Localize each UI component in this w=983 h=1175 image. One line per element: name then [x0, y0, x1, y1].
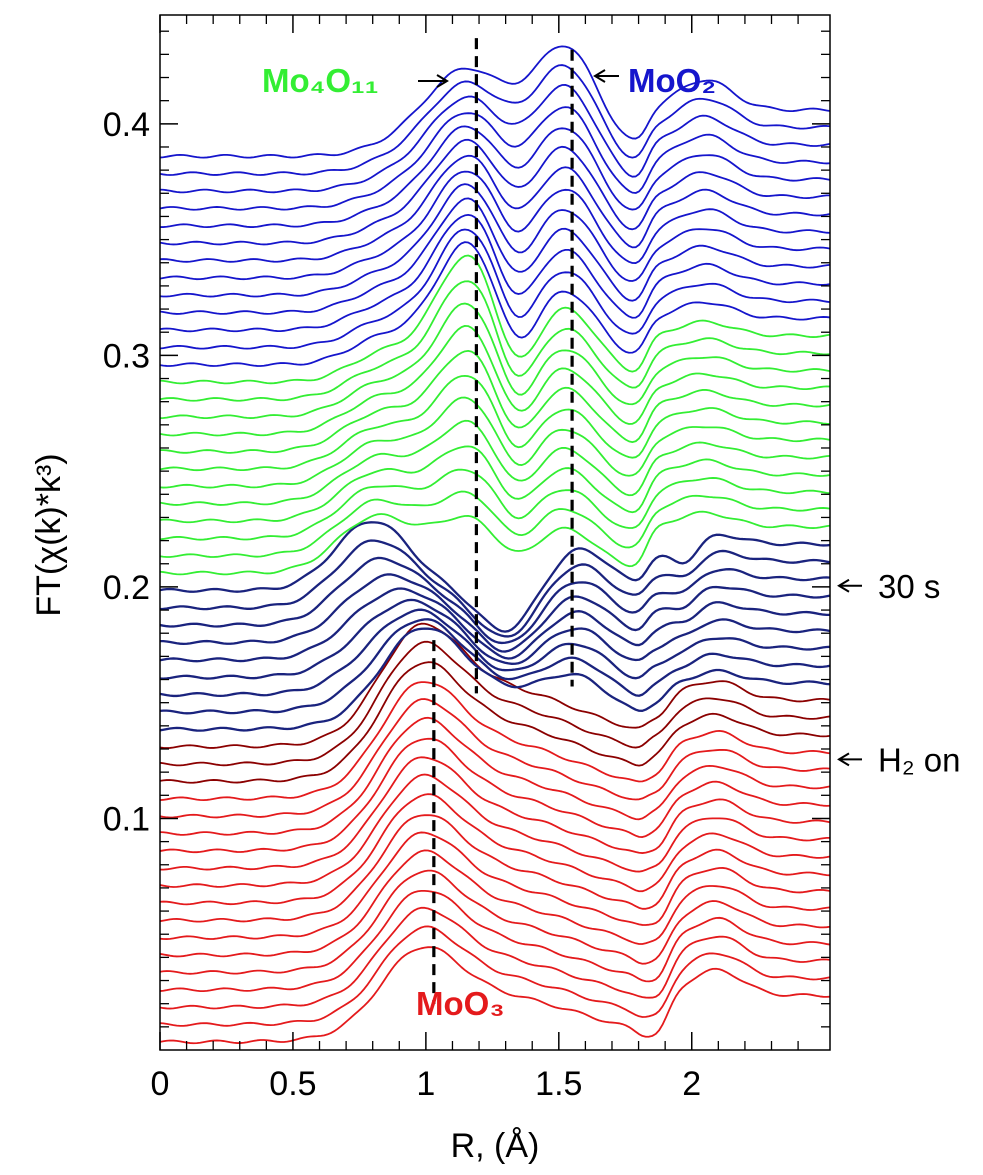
spectrum-curve-37: [159, 280, 831, 402]
spectrum-curve-30: [159, 445, 831, 524]
moo2-arrow-icon: [593, 69, 619, 83]
spectrum-curve-25: [159, 539, 831, 638]
annotation-0: 30 s: [837, 568, 940, 605]
spectrum-curve-45: [159, 154, 831, 263]
spectrum-curve-10: [159, 756, 831, 871]
spectrum-curve-28: [159, 490, 831, 558]
spectrum-curve-18: [159, 627, 831, 732]
spectrum-curve-27: [159, 510, 831, 576]
y-tick-label: 0.2: [103, 569, 150, 607]
curves-layer: [159, 45, 831, 1045]
spectrum-curve-11: [159, 737, 831, 854]
x-tick-label: 2: [682, 1065, 701, 1103]
x-tick-label: 0: [151, 1065, 170, 1103]
spectrum-curve-50: [159, 64, 831, 176]
spectrum-curve-6: [159, 831, 831, 940]
spectrum-curve-26: [159, 521, 831, 633]
spectrum-curve-41: [159, 214, 831, 333]
spectrum-curve-7: [159, 814, 831, 923]
spectrum-curve-21: [159, 598, 831, 680]
spectrum-curve-34: [159, 350, 831, 454]
y-tick-label: 0.3: [103, 337, 150, 375]
reference-lines-layer: [432, 38, 574, 1004]
spectrum-curve-15: [159, 661, 831, 784]
annotation-1: H₂ on: [837, 741, 961, 778]
spectrum-curve-49: [159, 83, 831, 194]
x-tick-label: 0.5: [269, 1065, 316, 1103]
spectrum-curve-3: [159, 889, 831, 993]
spectrum-curve-33: [159, 374, 831, 472]
left-arrow-icon: [837, 752, 862, 767]
y-tick-label: 0.1: [103, 800, 150, 838]
annotation-label: 30 s: [878, 568, 940, 605]
spectrum-curve-36: [159, 302, 831, 420]
spectrum-curve-46: [159, 138, 830, 246]
x-tick-label: 1: [416, 1065, 435, 1103]
plot-frame: [159, 14, 831, 1051]
spectrum-curve-1: [159, 925, 831, 1027]
annotations-layer: 30 s H₂ on: [837, 568, 961, 778]
spectrum-curve-9: [159, 773, 831, 888]
spectrum-curve-39: [159, 241, 831, 367]
spectrum-curve-38: [159, 254, 831, 385]
spectrum-curve-42: [159, 197, 831, 315]
spectrum-curve-29: [159, 468, 831, 541]
spectrum-curve-32: [159, 396, 831, 489]
spectrum-curve-31: [159, 419, 831, 506]
y-axis-label: FT(χ(k)*k³): [30, 453, 68, 616]
mo4o11-phase-label: Mo₄O₁₁: [262, 62, 378, 99]
spectrum-curve-16: [159, 640, 831, 767]
spectrum-curve-40: [159, 228, 831, 350]
mo4o11-arrow-icon: [418, 74, 449, 88]
spectrum-curve-13: [159, 698, 831, 819]
spectrum-curve-4: [159, 869, 831, 975]
spectrum-curve-14: [159, 681, 831, 802]
spectrum-curve-48: [159, 106, 831, 211]
spectrum-curve-47: [159, 125, 831, 228]
x-tick-label: 1.5: [535, 1065, 582, 1103]
moo2-phase-label: MoO₂: [628, 62, 716, 99]
spectrum-curve-35: [159, 325, 831, 437]
spectrum-curve-2: [159, 906, 831, 1010]
spectrum-curve-12: [159, 716, 831, 836]
spectrum-curve-23: [159, 573, 831, 653]
spectrum-curve-20: [159, 608, 831, 698]
spectrum-curve-44: [159, 170, 831, 281]
spectrum-curve-0: [159, 946, 831, 1045]
x-axis-label: R, (Å): [451, 1127, 540, 1165]
moo3-phase-label: MoO₃: [416, 985, 505, 1022]
spectrum-curve-24: [159, 556, 831, 645]
spectrum-curve-22: [159, 587, 831, 663]
ticks-layer: 0 0.5 1 1.5 2 0.1 0.2 0.3 0.4: [103, 15, 830, 1103]
spectrum-curve-8: [159, 793, 831, 906]
left-arrow-icon: [837, 578, 862, 593]
y-tick-label: 0.4: [103, 106, 150, 144]
spectrum-curve-19: [159, 618, 831, 715]
spectrum-curve-51: [159, 45, 831, 159]
spectrum-curve-43: [159, 183, 831, 298]
spectrum-curve-5: [159, 849, 831, 958]
annotation-label: H₂ on: [878, 741, 961, 778]
